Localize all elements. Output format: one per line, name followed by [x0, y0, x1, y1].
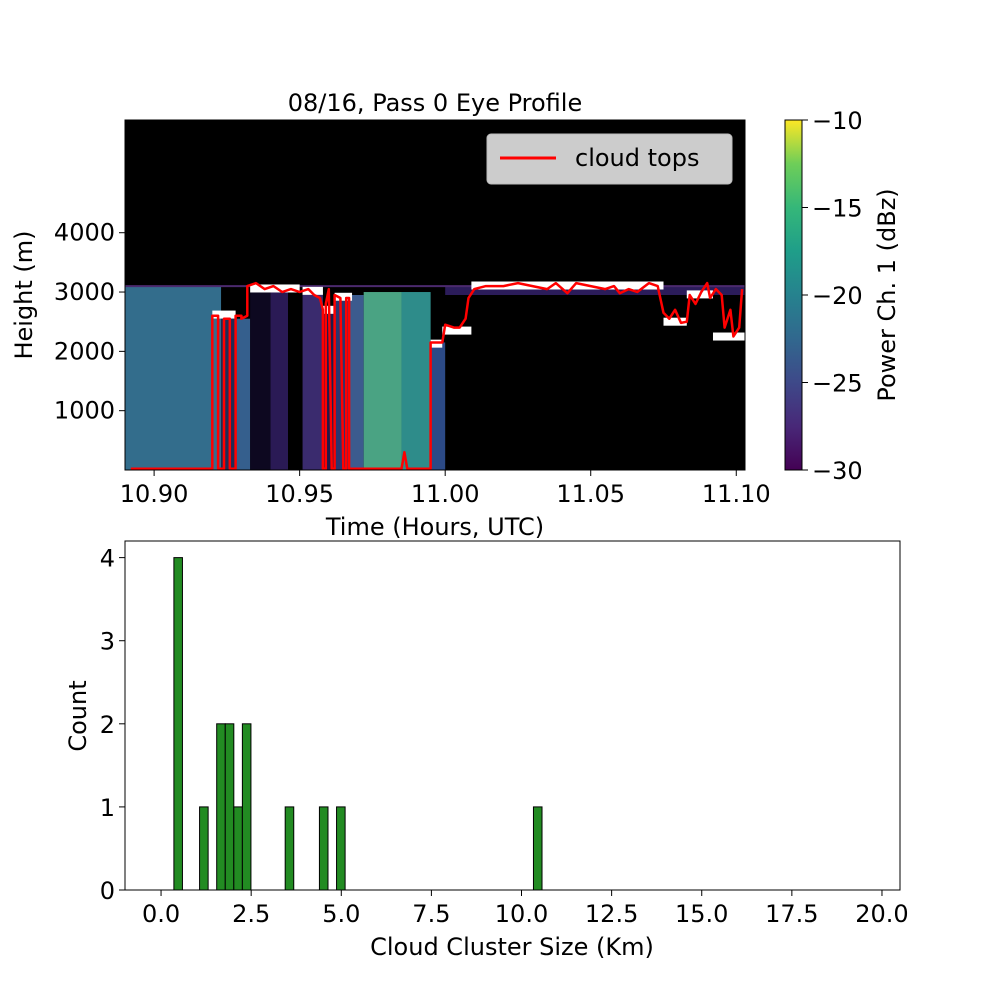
- histogram-bar-0: [173, 557, 183, 890]
- colorbar-tick-label-4: −30: [812, 457, 863, 485]
- histogram-y-tick-label-3: 3: [100, 628, 115, 656]
- histogram-plot-background: [125, 541, 900, 890]
- histogram-y-tick-label-1: 1: [100, 794, 115, 822]
- profile-x-ticks: 10.90 10.95 11.00 11.05 11.10: [120, 470, 771, 508]
- profile-region-4: [270, 292, 289, 470]
- profile-region-7: [322, 309, 335, 470]
- legend-box: [486, 133, 733, 185]
- histogram-x-tick-label-3: 7.5: [412, 900, 450, 928]
- profile-region-2: [235, 318, 251, 470]
- colorbar-tick-label-1: −15: [812, 195, 863, 223]
- profile-x-tick-label-1: 10.95: [265, 480, 334, 508]
- profile-y-tick-label-0: 1000: [54, 397, 115, 425]
- profile-y-ticks: 1000 2000 3000 4000: [54, 219, 125, 425]
- colorbar-tick-label-3: −25: [812, 370, 863, 398]
- histogram-x-tick-label-5: 12.5: [585, 900, 638, 928]
- histogram-x-tick-label-7: 17.5: [765, 900, 818, 928]
- profile-y-tick-label-1: 2000: [54, 337, 115, 365]
- histogram-y-axis-label: Count: [64, 680, 92, 751]
- histogram-x-tick-label-4: 10.0: [495, 900, 548, 928]
- cloud-flag-8: [663, 317, 687, 326]
- colorbar-tick-label-2: −20: [812, 282, 863, 310]
- colorbar: −10 −15 −20 −25 −30 Power Ch. 1 (dBz): [784, 107, 901, 485]
- profile-y-tick-label-2: 3000: [54, 278, 115, 306]
- histogram-y-ticks: 0 1 2 3 4: [100, 545, 125, 905]
- histogram-y-tick-label-2: 2: [100, 711, 115, 739]
- profile-panel: 10.90 10.95 11.00 11.05 11.10 1000 2000 3000 40…: [10, 89, 771, 541]
- cloud-flag-0: [212, 310, 236, 319]
- histogram-y-tick-label-4: 4: [100, 545, 115, 573]
- legend: cloud tops: [486, 133, 733, 185]
- histogram-plot-frame: [124, 540, 901, 891]
- histogram-bar-9: [532, 806, 543, 890]
- histogram-x-axis-label: Cloud Cluster Size (Km): [370, 933, 654, 961]
- histogram-x-ticks: 0.0 2.5 5.0 7.5 10.0 12.5 15.0 17.5 20.0: [142, 890, 909, 928]
- histogram-bar-6: [284, 806, 295, 890]
- profile-region-5: [288, 292, 303, 470]
- profile-title: 08/16, Pass 0 Eye Profile: [288, 89, 582, 117]
- cloud-flag-10: [712, 332, 745, 341]
- profile-regions: [125, 285, 745, 470]
- cloud-tops-line: [130, 281, 744, 470]
- cloud-flag-7: [471, 281, 664, 290]
- cloud-flag-4: [334, 292, 353, 301]
- colorbar-gradient: [784, 119, 803, 471]
- histogram-x-tick-label-6: 15.0: [675, 900, 728, 928]
- profile-x-tick-label-3: 11.05: [556, 480, 625, 508]
- histogram-bar-3: [224, 723, 235, 890]
- histogram-x-tick-label-2: 5.0: [322, 900, 360, 928]
- histogram-panel: 0.0 2.5 5.0 7.5 10.0 12.5 15.0 17.5 20.0 0 1 2 3 4 C…: [64, 540, 909, 961]
- profile-region-9: [349, 295, 364, 470]
- profile-y-tick-label-3: 4000: [54, 219, 115, 247]
- profile-region-3: [250, 292, 271, 470]
- profile-x-axis-label: Time (Hours, UTC): [325, 513, 544, 541]
- cloud-flag-2: [302, 286, 323, 295]
- histogram-bar-7: [318, 806, 329, 890]
- colorbar-ticks: −10 −15 −20 −25 −30: [802, 107, 863, 485]
- profile-region-10: [363, 292, 402, 470]
- profile-x-tick-label-2: 11.00: [411, 480, 480, 508]
- profile-region-6: [302, 292, 323, 470]
- profile-region-13: [445, 286, 745, 295]
- profile-region-11: [401, 292, 431, 470]
- histogram-x-tick-label-8: 20.0: [855, 900, 908, 928]
- histogram-bar-5: [241, 723, 252, 890]
- histogram-x-tick-label-0: 0.0: [142, 900, 180, 928]
- profile-plot-frame: [124, 119, 746, 471]
- histogram-y-tick-label-0: 0: [100, 877, 115, 905]
- profile-x-tick-label-4: 11.10: [702, 480, 771, 508]
- histogram-bar-2: [216, 723, 226, 890]
- histogram-bar-8: [336, 806, 346, 890]
- profile-region-0: [125, 286, 222, 470]
- cloud-flag-6: [442, 326, 472, 335]
- histogram-x-tick-label-1: 2.5: [232, 900, 270, 928]
- profile-region-12: [430, 342, 446, 470]
- colorbar-label: Power Ch. 1 (dBz): [873, 188, 901, 401]
- histogram-bar-1: [199, 806, 209, 890]
- legend-label-cloud-tops: cloud tops: [575, 144, 699, 172]
- histogram-bar-4: [233, 806, 243, 890]
- colorbar-tick-label-0: −10: [812, 107, 863, 135]
- profile-x-tick-label-0: 10.90: [120, 480, 189, 508]
- profile-y-axis-label: Height (m): [10, 230, 38, 359]
